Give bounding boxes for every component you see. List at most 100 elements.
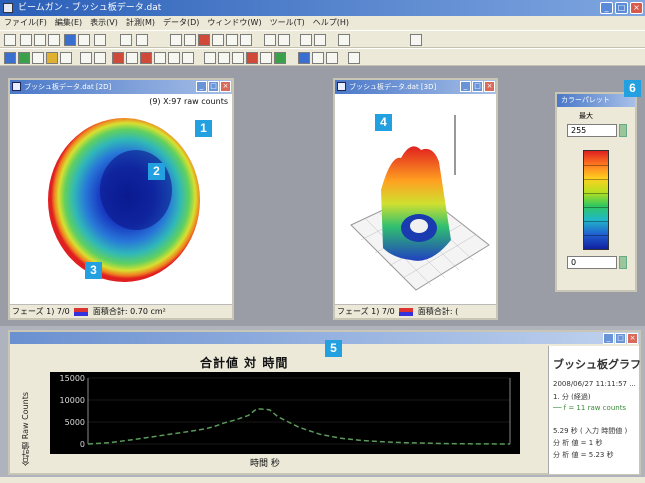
menu-window[interactable]: ウィンドウ(W) (207, 18, 262, 27)
toolbar-button-xy[interactable] (232, 52, 244, 64)
graph-window[interactable]: _ □ × 合計値 対 時間 合計値 Raw Counts 15000 10000… (8, 330, 641, 475)
menu-edit[interactable]: 編集(E) (54, 18, 83, 27)
series-line (87, 408, 511, 445)
palette-max-input[interactable]: 255 (567, 124, 617, 137)
beam-3d-window[interactable]: ブッシュ板データ.dat [3D] _ □ × (333, 78, 498, 320)
flag-icon (399, 307, 414, 316)
toolbar-button-ellipse[interactable] (140, 52, 152, 64)
toolbar-button-histogram[interactable] (60, 52, 72, 64)
close-button[interactable]: × (630, 2, 643, 14)
status-strip (0, 477, 645, 483)
beam-2d-statusbar: フェーズ 1) 7/0 面積合計: 0.70 cm² (10, 304, 232, 318)
toolbar-button-first[interactable] (170, 34, 182, 46)
minimize-button[interactable]: _ (196, 81, 207, 92)
graph-titlebar[interactable]: _ □ × (10, 332, 639, 344)
palette-min-spinner[interactable] (619, 256, 627, 269)
toolbar-button-line[interactable] (168, 52, 180, 64)
toolbar-button-integrate[interactable] (182, 52, 194, 64)
menu-bar: ファイル(F) 編集(E) 表示(V) 計測(M) データ(D) ウィンドウ(W… (0, 16, 645, 30)
beam-3d-title: ブッシュ板データ.dat [3D] (349, 83, 437, 91)
toolbar-button-report[interactable] (326, 52, 338, 64)
close-button[interactable]: × (627, 333, 638, 344)
minimize-button[interactable]: _ (600, 2, 613, 14)
toolbar-button-filter[interactable] (410, 34, 422, 46)
menu-data[interactable]: データ(D) (163, 18, 200, 27)
toolbar-button-stats[interactable] (204, 52, 216, 64)
toolbar-button-capture[interactable] (64, 34, 76, 46)
toolbar-button-grid[interactable] (120, 34, 132, 46)
maximize-button[interactable]: □ (615, 2, 628, 14)
toolbar-button-palette[interactable] (298, 52, 310, 64)
toolbar-button-layout[interactable] (314, 34, 326, 46)
legend-title: ブッシュ板グラフ (553, 358, 641, 371)
toolbar-button-settings[interactable] (338, 34, 350, 46)
minimize-button[interactable]: _ (603, 333, 614, 344)
toolbar-button-3d-view[interactable] (18, 52, 30, 64)
toolbar-button-trend[interactable] (218, 52, 230, 64)
toolbar-button-centroid[interactable] (126, 52, 138, 64)
palette-title[interactable]: カラーパレット (557, 94, 635, 107)
toolbar-button-peak[interactable] (112, 52, 124, 64)
toolbar-button-last[interactable] (240, 34, 252, 46)
toolbar-button-profile[interactable] (32, 52, 44, 64)
toolbar-button-fit[interactable] (300, 34, 312, 46)
y-tick-label: 15000 (60, 374, 85, 383)
window-icon (337, 82, 346, 91)
toolbar-button-save[interactable] (34, 34, 46, 46)
beam-2d-image[interactable] (18, 110, 228, 300)
color-palette-window[interactable]: カラーパレット 最大 255 0 (555, 92, 637, 292)
toolbar-button-paste[interactable] (94, 34, 106, 46)
beam-2d-window[interactable]: ブッシュ板データ.dat [2D] _ □ × (9) X:97 raw cou… (8, 78, 234, 320)
callout-badge: 3 (85, 262, 102, 279)
menu-tools[interactable]: ツール(T) (269, 18, 305, 27)
callout-badge: 6 (624, 80, 641, 97)
toolbar-button-next[interactable] (226, 34, 238, 46)
menu-help[interactable]: ヘルプ(H) (312, 18, 349, 27)
beam-3d-titlebar[interactable]: ブッシュ板データ.dat [3D] _ □ × (335, 80, 496, 94)
toolbar-button-aperture[interactable] (94, 52, 106, 64)
area-total: 面積合計: 0.70 cm² (92, 307, 166, 316)
toolbar-button-copy[interactable] (78, 34, 90, 46)
toolbar-button-zoom-out[interactable] (278, 34, 290, 46)
callout-badge: 1 (195, 120, 212, 137)
chart-x-axis-label: 時間 秒 (250, 459, 280, 469)
palette-max-spinner[interactable] (619, 124, 627, 137)
toolbar-button-compare[interactable] (260, 52, 272, 64)
pixel-readout: (9) X:97 raw counts (149, 97, 228, 106)
toolbar-button-prev[interactable] (184, 34, 196, 46)
toolbar-button-2d-view[interactable] (4, 52, 16, 64)
toolbar-button-crosshair[interactable] (154, 52, 166, 64)
toolbar-button-scale[interactable] (312, 52, 324, 64)
flag-icon (74, 307, 89, 316)
toolbar-button-stop[interactable] (198, 34, 210, 46)
maximize-button[interactable]: □ (472, 81, 483, 92)
app-titlebar: ビームガン - ブッシュ板データ.dat _ □ × (0, 0, 645, 16)
toolbar-button-chart[interactable] (46, 52, 58, 64)
close-button[interactable]: × (484, 81, 495, 92)
menu-measure[interactable]: 計測(M) (125, 18, 156, 27)
y-tick-label: 5000 (65, 418, 85, 427)
close-button[interactable]: × (220, 81, 231, 92)
minimize-button[interactable]: _ (460, 81, 471, 92)
maximize-button[interactable]: □ (208, 81, 219, 92)
maximize-button[interactable]: □ (615, 333, 626, 344)
time-series-chart[interactable]: 15000 10000 5000 0 (50, 372, 520, 454)
toolbar-button-zoom-in[interactable] (264, 34, 276, 46)
toolbar-button-measure[interactable] (80, 52, 92, 64)
toolbar-button-open[interactable] (20, 34, 32, 46)
toolbar-button-camera[interactable] (136, 34, 148, 46)
color-scale-bar (583, 150, 609, 250)
toolbar-button-new[interactable] (4, 34, 16, 46)
toolbar-button-export[interactable] (274, 52, 286, 64)
beam-2d-title: ブッシュ板データ.dat [2D] (24, 83, 112, 91)
beam-3d-plot[interactable] (341, 100, 491, 300)
toolbar-button-print[interactable] (48, 34, 60, 46)
toolbar-button-alarm[interactable] (246, 52, 258, 64)
main-toolbar (0, 30, 645, 48)
palette-min-input[interactable]: 0 (567, 256, 617, 269)
beam-2d-titlebar[interactable]: ブッシュ板データ.dat [2D] _ □ × (10, 80, 232, 94)
toolbar-button-play[interactable] (212, 34, 224, 46)
menu-view[interactable]: 表示(V) (90, 18, 118, 27)
toolbar-button-info[interactable] (348, 52, 360, 64)
menu-file[interactable]: ファイル(F) (4, 18, 47, 27)
